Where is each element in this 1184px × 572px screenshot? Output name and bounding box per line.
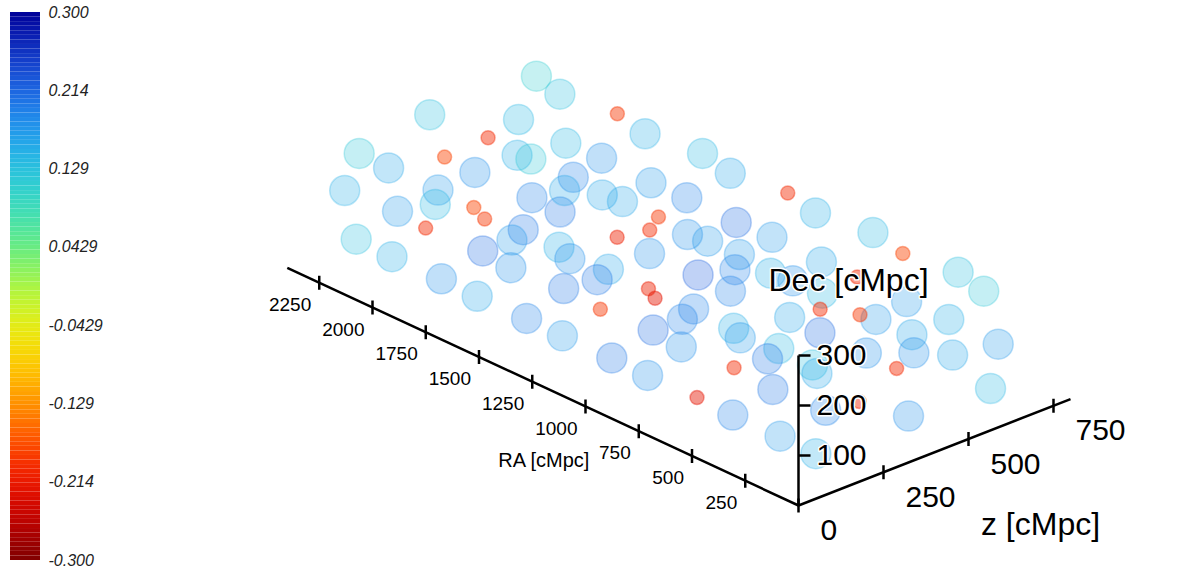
svg-text:100: 100 — [817, 438, 867, 471]
svg-text:300: 300 — [817, 338, 867, 371]
svg-text:0.300: 0.300 — [49, 4, 89, 21]
svg-text:0.129: 0.129 — [49, 160, 89, 177]
svg-text:500: 500 — [652, 467, 684, 488]
svg-text:1250: 1250 — [482, 393, 524, 414]
svg-text:0.0429: 0.0429 — [49, 238, 98, 255]
svg-text:250: 250 — [706, 492, 738, 513]
svg-text:750: 750 — [1076, 413, 1126, 446]
svg-text:RA [cMpc]: RA [cMpc] — [498, 449, 589, 471]
svg-text:-0.129: -0.129 — [49, 395, 94, 412]
svg-text:0: 0 — [821, 513, 838, 546]
svg-text:Dec [cMpc]: Dec [cMpc] — [768, 262, 928, 298]
svg-text:1000: 1000 — [535, 418, 577, 439]
svg-text:200: 200 — [817, 388, 867, 421]
svg-text:-0.214: -0.214 — [49, 473, 94, 490]
svg-text:750: 750 — [599, 442, 631, 463]
svg-text:2250: 2250 — [269, 294, 311, 315]
svg-text:2000: 2000 — [322, 319, 364, 340]
svg-text:z [cMpc]: z [cMpc] — [981, 506, 1100, 542]
svg-text:1500: 1500 — [429, 368, 471, 389]
svg-text:500: 500 — [991, 447, 1041, 480]
svg-text:-0.300: -0.300 — [49, 552, 94, 569]
svg-text:-0.0429: -0.0429 — [49, 317, 103, 334]
svg-text:1750: 1750 — [375, 343, 417, 364]
svg-text:250: 250 — [906, 480, 956, 513]
svg-text:0.214: 0.214 — [49, 82, 89, 99]
